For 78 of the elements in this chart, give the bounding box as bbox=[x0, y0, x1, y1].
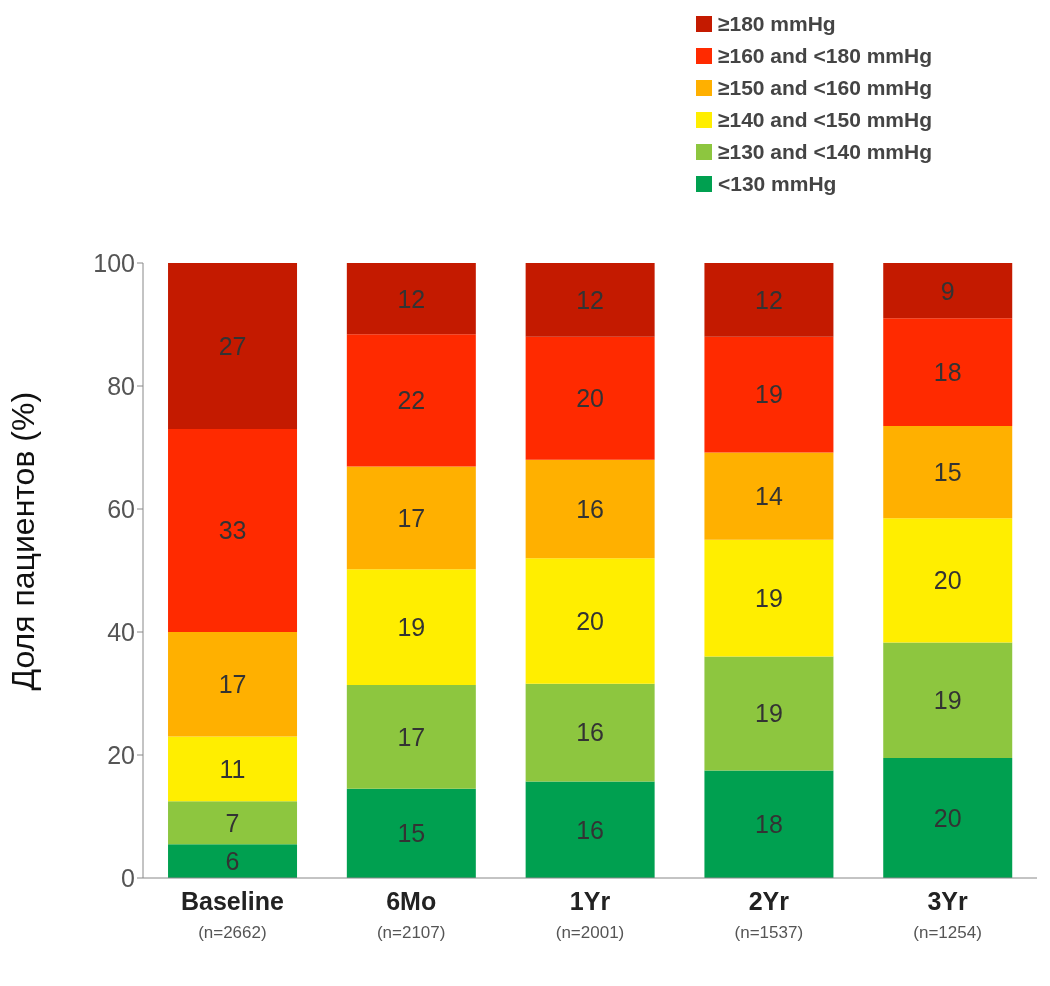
legend-label: ≥140 and <150 mmHg bbox=[716, 107, 932, 133]
bar bbox=[883, 425, 1013, 519]
data-label: 15 bbox=[397, 819, 426, 848]
bar bbox=[168, 736, 298, 802]
data-label: 19 bbox=[933, 686, 962, 715]
data-label: 12 bbox=[397, 284, 426, 313]
data-label: 22 bbox=[397, 386, 426, 415]
bar bbox=[704, 452, 834, 540]
bar bbox=[883, 263, 1013, 319]
bar bbox=[525, 558, 655, 684]
bar bbox=[525, 263, 655, 337]
legend-label: ≥160 and <180 mmHg bbox=[716, 43, 932, 69]
legend-label: ≥180 mmHg bbox=[716, 11, 837, 37]
bar bbox=[525, 683, 655, 782]
data-label: 17 bbox=[397, 503, 426, 532]
x-tick-label: 2Yr (n=1537) bbox=[734, 887, 804, 942]
bar bbox=[883, 518, 1013, 643]
data-label: 11 bbox=[219, 754, 246, 783]
bar bbox=[346, 569, 476, 685]
bar bbox=[168, 263, 298, 430]
data-label: 33 bbox=[218, 516, 247, 545]
data-label: 20 bbox=[576, 384, 605, 413]
data-label: 19 bbox=[755, 584, 783, 613]
data-label: 19 bbox=[755, 380, 783, 409]
y-tick-label: 100 bbox=[93, 248, 135, 277]
data-label: 17 bbox=[218, 670, 247, 699]
data-label: 12 bbox=[576, 285, 605, 314]
data-label: 12 bbox=[755, 285, 783, 314]
bar bbox=[525, 781, 655, 878]
bar bbox=[704, 539, 834, 657]
bar bbox=[704, 770, 834, 878]
bar bbox=[168, 801, 298, 845]
x-tick-label: 1Yr (n=2001) bbox=[555, 887, 625, 942]
bar bbox=[346, 334, 476, 467]
data-label: 16 bbox=[576, 815, 605, 844]
data-label: 9 bbox=[940, 276, 955, 305]
data-label: 16 bbox=[576, 718, 605, 747]
bar bbox=[883, 758, 1013, 878]
data-label: 20 bbox=[933, 803, 962, 832]
data-label: 7 bbox=[225, 808, 240, 837]
data-label: 6 bbox=[225, 846, 240, 875]
data-label: 18 bbox=[755, 810, 783, 839]
bar bbox=[168, 844, 298, 878]
bar bbox=[346, 466, 476, 570]
bar bbox=[883, 642, 1013, 759]
data-label: 15 bbox=[933, 457, 962, 486]
x-tick-label: 3Yr (n=1254) bbox=[913, 887, 982, 942]
x-tick-label: Baseline (n=2662) bbox=[180, 887, 284, 942]
legend-label: ≥150 and <160 mmHg bbox=[716, 75, 932, 101]
data-label: 17 bbox=[397, 722, 426, 751]
data-label: 16 bbox=[576, 494, 605, 523]
y-tick-label: 40 bbox=[107, 617, 135, 646]
bar bbox=[346, 684, 476, 789]
data-label: 19 bbox=[755, 699, 783, 728]
bar bbox=[168, 632, 298, 737]
y-tick-label: 80 bbox=[107, 371, 135, 400]
bar bbox=[525, 459, 655, 559]
y-tick-label: 60 bbox=[107, 494, 135, 523]
bar bbox=[346, 263, 476, 335]
legend-label: ≥130 and <140 mmHg bbox=[716, 139, 932, 165]
y-tick-label: 20 bbox=[107, 740, 135, 769]
data-label: 20 bbox=[576, 606, 605, 635]
bar bbox=[525, 336, 655, 460]
data-label: 20 bbox=[933, 566, 962, 595]
data-label: 14 bbox=[755, 481, 783, 510]
data-label: 19 bbox=[397, 612, 426, 641]
data-label: 27 bbox=[218, 331, 247, 360]
y-tick-label: 0 bbox=[121, 863, 135, 892]
y-axis-title: Доля пациентов (%) bbox=[5, 391, 42, 691]
x-tick-label: 6Mo (n=2107) bbox=[376, 887, 446, 942]
bar bbox=[704, 656, 834, 771]
bar bbox=[704, 336, 834, 453]
bar bbox=[168, 429, 298, 632]
bar bbox=[883, 318, 1013, 426]
data-label: 18 bbox=[933, 358, 962, 387]
bar bbox=[704, 263, 834, 337]
legend-label: <130 mmHg bbox=[716, 171, 838, 197]
bar bbox=[346, 788, 476, 878]
